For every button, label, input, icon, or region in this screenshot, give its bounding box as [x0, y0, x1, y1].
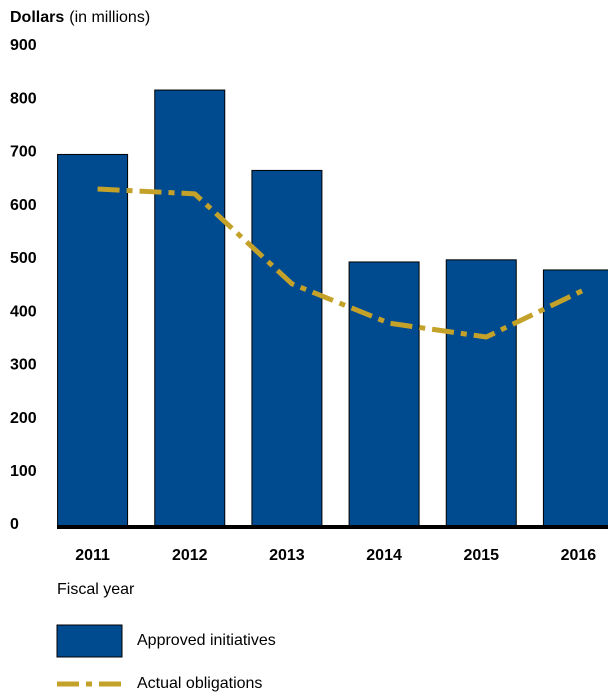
y-tick-label: 700 — [10, 144, 37, 161]
x-tick-label: 2016 — [561, 547, 597, 564]
x-tick-label: 2015 — [463, 547, 499, 564]
x-tick-label: 2012 — [172, 547, 208, 564]
bar — [542, 269, 608, 528]
y-tick-label: 900 — [10, 37, 37, 54]
bar — [57, 153, 129, 528]
y-tick-label: 200 — [10, 410, 37, 427]
x-axis-label: Fiscal year — [57, 581, 135, 598]
y-axis-unit: (in millions) — [69, 9, 150, 26]
y-tick-label: 800 — [10, 90, 37, 107]
y-tick-label: 400 — [10, 303, 37, 320]
line — [97, 186, 585, 340]
y-axis-title: Dollars (in millions) — [10, 9, 150, 26]
legend-label: Approved initiatives — [137, 632, 276, 649]
bar — [251, 169, 323, 528]
legend-label: Actual obligations — [137, 675, 262, 692]
y-tick-label: 0 — [10, 516, 19, 533]
y-tick-label: 500 — [10, 250, 37, 267]
bar — [154, 89, 226, 528]
x-tick-label: 2013 — [269, 547, 305, 564]
x-tick-label: 2014 — [366, 547, 402, 564]
legend-swatch — [56, 624, 123, 658]
x-tick-label: 2011 — [75, 547, 110, 564]
y-tick-label: 100 — [10, 463, 37, 480]
bar — [445, 259, 517, 528]
bar — [348, 261, 420, 528]
y-tick-label: 600 — [10, 197, 37, 214]
y-tick-label: 300 — [10, 357, 37, 374]
y-axis-label: Dollars — [10, 9, 64, 26]
